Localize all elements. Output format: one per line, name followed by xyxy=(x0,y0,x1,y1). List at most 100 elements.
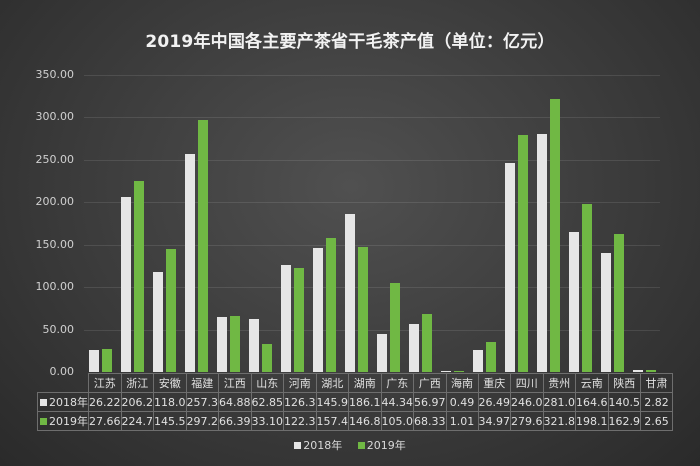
y-axis-tick-label: 250.00 xyxy=(35,153,75,166)
data-cell: 198.1 xyxy=(575,411,609,431)
y-axis-tick-label: 350.00 xyxy=(35,68,75,81)
gridline xyxy=(84,287,660,288)
y-axis-tick-label: 100.00 xyxy=(35,280,75,293)
gridline xyxy=(84,245,660,246)
data-cell: 0.49 xyxy=(445,392,479,412)
bar-2019年-云南[interactable] xyxy=(581,203,592,372)
gridline xyxy=(84,330,660,331)
legend-item-2018[interactable]: 2018年 xyxy=(294,439,342,452)
data-cell: 140.5 xyxy=(607,392,641,412)
bar-2019年-河南[interactable] xyxy=(293,268,304,372)
category-label: 云南 xyxy=(575,373,609,393)
data-cell: 44.34 xyxy=(380,392,414,412)
bar-2019年-甘肃[interactable] xyxy=(645,369,656,372)
category-label: 河南 xyxy=(283,373,317,393)
data-cell: 34.97 xyxy=(477,411,511,431)
bar-2019年-浙江[interactable] xyxy=(133,181,144,372)
data-cell: 105.0 xyxy=(380,411,414,431)
data-cell: 66.39 xyxy=(218,411,252,431)
data-cell: 26.22 xyxy=(88,392,122,412)
legend-item-2019[interactable]: 2019年 xyxy=(357,439,406,452)
category-label: 湖北 xyxy=(315,373,349,393)
bar-2019年-湖南[interactable] xyxy=(357,247,368,372)
bar-2018年-陕西[interactable] xyxy=(600,252,611,372)
data-cell: 26.49 xyxy=(477,392,511,412)
data-cell: 257.3 xyxy=(185,392,219,412)
legend-swatch-2019 xyxy=(40,418,47,425)
bar-2018年-甘肃[interactable] xyxy=(632,369,643,372)
series-label-2018: 2018年 xyxy=(49,396,88,409)
bar-2019年-陕西[interactable] xyxy=(613,233,624,372)
bar-2018年-浙江[interactable] xyxy=(120,197,131,372)
data-table-row-2018: 2018年 26.22 206.2 118.0 257.3 64.88 62.85 126.… xyxy=(37,392,673,412)
bar-2019年-重庆[interactable] xyxy=(485,342,496,372)
data-cell: 186.1 xyxy=(348,392,382,412)
bar-2019年-福建[interactable] xyxy=(197,119,208,372)
bar-2018年-贵州[interactable] xyxy=(536,133,547,372)
chart-title: 2019年中国各主要产茶省干毛茶产值（单位：亿元） xyxy=(145,32,555,52)
bar-2019年-湖北[interactable] xyxy=(325,238,336,372)
bar-2018年-山东[interactable] xyxy=(248,318,259,372)
y-axis-tick-label: 50.00 xyxy=(42,323,75,336)
category-label: 浙江 xyxy=(120,373,154,393)
bar-2019年-广东[interactable] xyxy=(389,282,400,372)
gridline xyxy=(84,117,660,118)
category-label: 海南 xyxy=(445,373,479,393)
bar-2018年-安徽[interactable] xyxy=(152,271,163,372)
data-cell: 321.8 xyxy=(542,411,576,431)
data-cell: 146.8 xyxy=(348,411,382,431)
data-cell: 157.4 xyxy=(315,411,349,431)
data-table: 江苏 浙江 安徽 福建 江西 山东 河南 湖北 湖南 广东 广西 海南 重庆 四川 贵州 云南 陕西 甘肃 201… xyxy=(37,373,673,431)
data-cell: 297.2 xyxy=(185,411,219,431)
data-cell: 224.7 xyxy=(120,411,154,431)
bar-2018年-湖北[interactable] xyxy=(312,248,323,372)
y-axis-tick-label: 200.00 xyxy=(35,195,75,208)
bar-2019年-海南[interactable] xyxy=(453,370,464,372)
bar-2019年-江苏[interactable] xyxy=(101,348,112,372)
bar-2018年-海南[interactable] xyxy=(440,370,451,372)
bar-2018年-四川[interactable] xyxy=(504,163,515,372)
category-label: 重庆 xyxy=(477,373,511,393)
data-cell: 162.9 xyxy=(607,411,641,431)
bar-2018年-广西[interactable] xyxy=(408,323,419,372)
data-cell: 246.0 xyxy=(510,392,544,412)
data-cell: 118.0 xyxy=(153,392,187,412)
category-label: 福建 xyxy=(185,373,219,393)
data-cell: 68.33 xyxy=(413,411,447,431)
category-label: 陕西 xyxy=(607,373,641,393)
category-label: 贵州 xyxy=(542,373,576,393)
bar-2018年-河南[interactable] xyxy=(280,264,291,372)
series-label-2019: 2019年 xyxy=(49,415,88,428)
bar-2018年-湖南[interactable] xyxy=(344,214,355,372)
bar-2019年-贵州[interactable] xyxy=(549,98,560,372)
bar-2018年-江西[interactable] xyxy=(216,316,227,372)
bar-2019年-广西[interactable] xyxy=(421,314,432,372)
bar-2019年-安徽[interactable] xyxy=(165,248,176,372)
data-table-row-2019: 2019年 27.66 224.7 145.5 297.2 66.39 33.10 122.… xyxy=(37,411,673,431)
y-axis-tick-label: 150.00 xyxy=(35,238,75,251)
category-label: 江西 xyxy=(218,373,252,393)
bar-2018年-广东[interactable] xyxy=(376,334,387,372)
bar-2019年-山东[interactable] xyxy=(261,343,272,372)
bar-2018年-重庆[interactable] xyxy=(472,349,483,372)
data-cell: 64.88 xyxy=(218,392,252,412)
category-label: 江苏 xyxy=(88,373,122,393)
gridline xyxy=(84,202,660,203)
bar-2018年-云南[interactable] xyxy=(568,232,579,372)
category-label: 湖南 xyxy=(348,373,382,393)
category-label: 山东 xyxy=(250,373,284,393)
category-label: 甘肃 xyxy=(640,373,673,393)
category-label: 广东 xyxy=(380,373,414,393)
bar-2019年-江西[interactable] xyxy=(229,315,240,372)
bar-2018年-福建[interactable] xyxy=(184,153,195,372)
bar-2018年-江苏[interactable] xyxy=(88,349,99,372)
data-cell: 33.10 xyxy=(250,411,284,431)
legend: 2018年 2019年 xyxy=(0,437,700,453)
gridline xyxy=(84,160,660,161)
gridline xyxy=(84,75,660,76)
data-cell: 126.3 xyxy=(283,392,317,412)
data-cell: 2.82 xyxy=(640,392,673,412)
legend-swatch-2018 xyxy=(40,399,47,406)
data-cell: 206.2 xyxy=(120,392,154,412)
bar-2019年-四川[interactable] xyxy=(517,134,528,372)
